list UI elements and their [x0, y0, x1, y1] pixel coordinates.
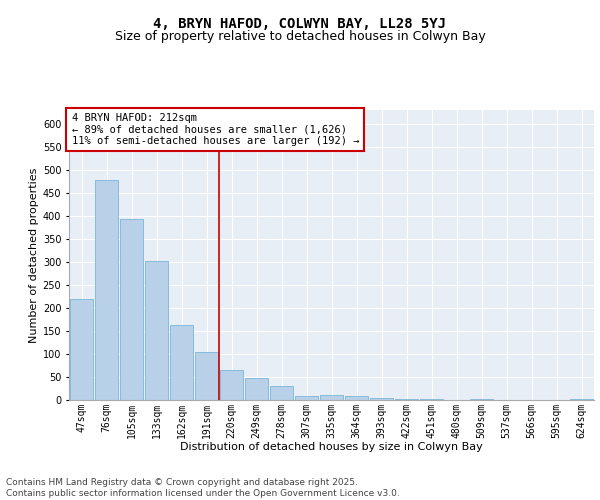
Bar [245, 378, 268, 400]
Text: Contains HM Land Registry data © Crown copyright and database right 2025.
Contai: Contains HM Land Registry data © Crown c… [6, 478, 400, 498]
Text: 4 BRYN HAFOD: 212sqm
← 89% of detached houses are smaller (1,626)
11% of semi-de: 4 BRYN HAFOD: 212sqm ← 89% of detached h… [71, 113, 359, 146]
Bar [70, 299, 93, 400]
Bar [320, 396, 343, 400]
Bar [345, 396, 368, 400]
Bar [95, 180, 118, 400]
Bar [270, 386, 293, 400]
Y-axis label: Number of detached properties: Number of detached properties [29, 168, 38, 342]
Bar [395, 398, 418, 400]
Bar [195, 352, 218, 400]
Text: 4, BRYN HAFOD, COLWYN BAY, LL28 5YJ: 4, BRYN HAFOD, COLWYN BAY, LL28 5YJ [154, 18, 446, 32]
Bar [220, 370, 243, 400]
Bar [295, 396, 318, 400]
Bar [570, 398, 593, 400]
Bar [420, 399, 443, 400]
Text: Size of property relative to detached houses in Colwyn Bay: Size of property relative to detached ho… [115, 30, 485, 43]
Bar [145, 260, 168, 400]
Bar [470, 398, 493, 400]
X-axis label: Distribution of detached houses by size in Colwyn Bay: Distribution of detached houses by size … [180, 442, 483, 452]
Bar [170, 325, 193, 400]
Bar [370, 398, 393, 400]
Bar [120, 218, 143, 400]
